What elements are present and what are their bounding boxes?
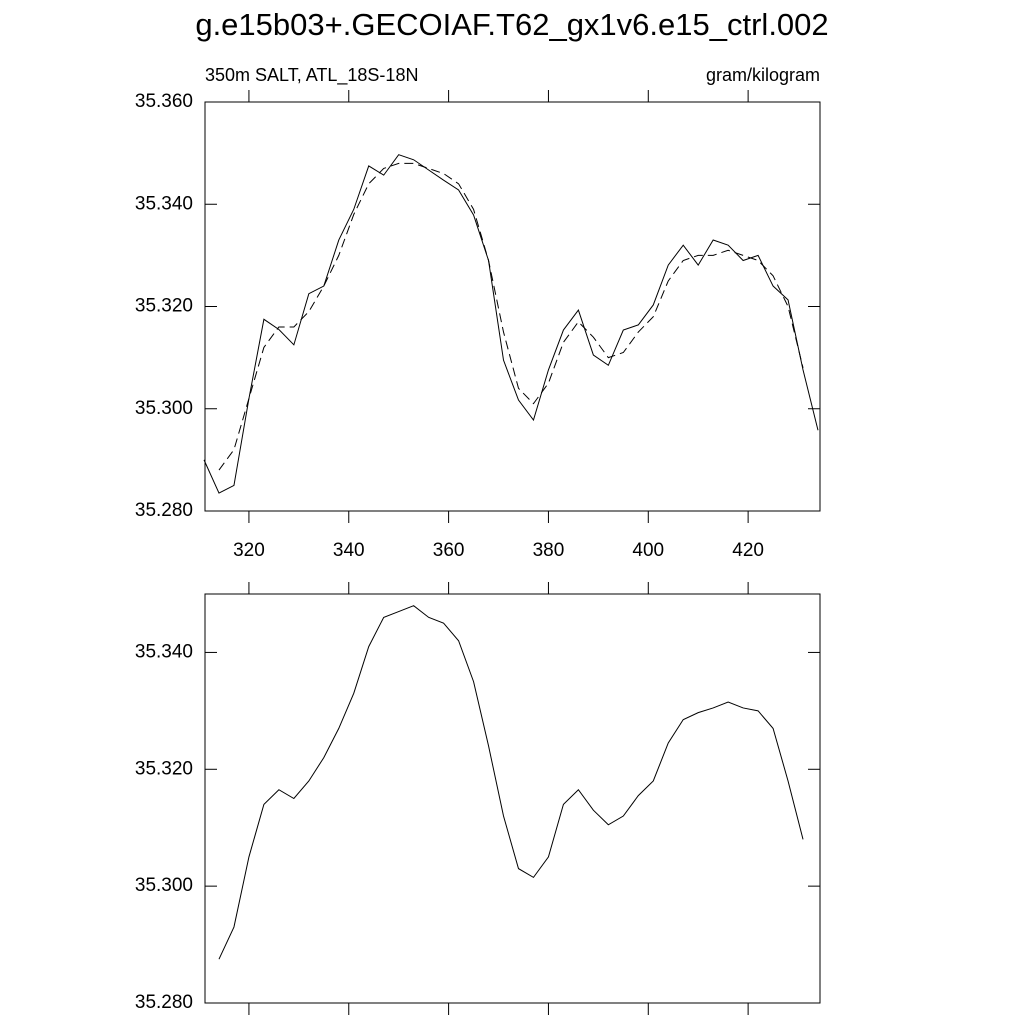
- y-tick-label: 35.340: [135, 641, 193, 662]
- subtitle-right: gram/kilogram: [706, 65, 820, 85]
- x-tick-label: 320: [233, 540, 265, 561]
- x-tick-label: 380: [533, 540, 565, 561]
- y-tick-label: 35.340: [135, 193, 193, 214]
- y-tick-label: 35.320: [135, 758, 193, 779]
- y-tick-label: 35.320: [135, 296, 193, 317]
- y-tick-label: 35.280: [135, 992, 193, 1013]
- series-line: [203, 154, 819, 494]
- series-line: [218, 162, 804, 471]
- y-tick-label: 35.360: [135, 91, 193, 112]
- series-line: [218, 605, 804, 960]
- x-tick-label: 360: [433, 540, 465, 561]
- x-tick-label: 420: [732, 540, 764, 561]
- y-tick-label: 35.300: [135, 875, 193, 896]
- x-tick-label: 340: [333, 540, 365, 561]
- chart-title: g.e15b03+.GECOIAF.T62_gx1v6.e15_ctrl.002: [195, 7, 828, 42]
- plot-frame: [204, 593, 821, 1004]
- x-tick-label: 400: [632, 540, 664, 561]
- plot-frame: [204, 101, 821, 512]
- subtitle-left: 350m SALT, ATL_18S-18N: [205, 65, 418, 86]
- y-tick-label: 35.300: [135, 398, 193, 419]
- y-tick-label: 35.280: [135, 500, 193, 521]
